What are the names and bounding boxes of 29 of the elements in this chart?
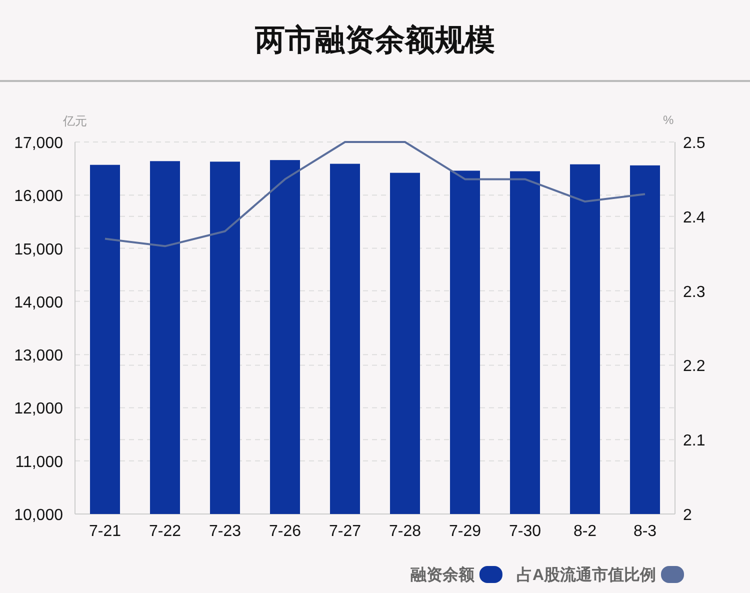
- y2-tick-label: 2.1: [683, 432, 706, 450]
- y-tick-label: 17,000: [14, 135, 64, 152]
- x-tick-label: 8-3: [633, 523, 657, 540]
- y2-tick-label: 2.2: [683, 358, 706, 376]
- x-tick-label: 8-2: [573, 523, 597, 540]
- y-axis-title: 亿元: [62, 114, 87, 128]
- x-tick-label: 7-27: [328, 523, 362, 540]
- y2-tick-label: 2: [683, 507, 692, 524]
- y-tick-label: 12,000: [14, 400, 64, 418]
- y2-tick-label: 2.4: [683, 209, 706, 226]
- y2-axis-title: %: [663, 113, 674, 127]
- y-tick-label: 11,000: [15, 454, 64, 471]
- x-tick-label: 7-28: [388, 523, 422, 540]
- legend-label: 占A股流通市值比例: [516, 565, 656, 584]
- y2-tick-label: 2.5: [683, 135, 706, 152]
- y-tick-label: 16,000: [14, 188, 64, 206]
- x-tick-label: 7-29: [448, 523, 482, 540]
- x-tick-label: 7-21: [88, 523, 122, 540]
- chart-title: 两市融资余额规模: [254, 23, 495, 57]
- x-tick-label: 7-23: [208, 523, 242, 540]
- y-tick-label: 15,000: [14, 241, 64, 258]
- x-tick-label: 7-30: [508, 523, 542, 540]
- y-tick-label: 14,000: [14, 294, 64, 312]
- legend-label: 融资余额: [410, 566, 476, 584]
- y-tick-label: 10,000: [14, 507, 64, 524]
- x-tick-label: 7-26: [268, 523, 302, 540]
- y2-tick-label: 2.3: [683, 284, 706, 301]
- y-tick-label: 13,000: [14, 348, 64, 365]
- x-tick-label: 7-22: [148, 523, 182, 540]
